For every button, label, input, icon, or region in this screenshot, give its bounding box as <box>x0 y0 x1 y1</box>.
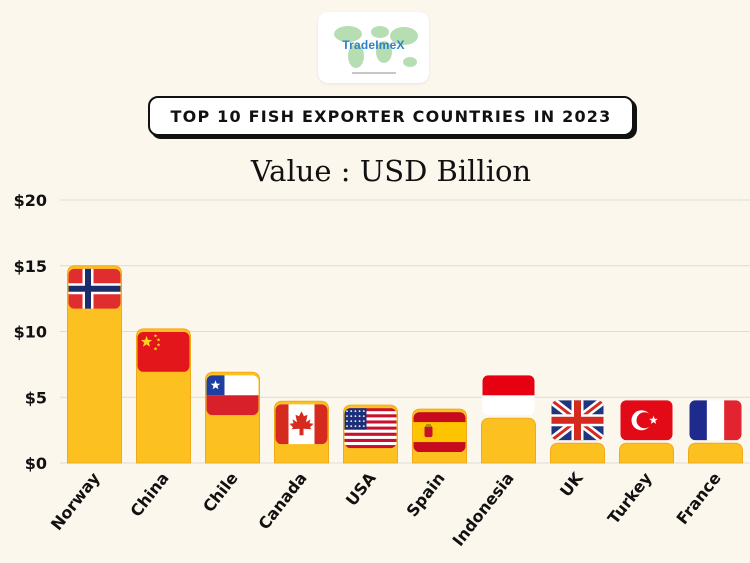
logo-text: TradeImeX <box>342 38 405 52</box>
y-tick-label: $20 <box>14 191 47 210</box>
x-tick-label: Canada <box>254 469 310 533</box>
spain-flag-icon <box>413 412 466 453</box>
turkey-flag-icon <box>620 400 673 441</box>
chart-title-box: TOP 10 FISH EXPORTER COUNTRIES IN 2023 <box>148 96 634 136</box>
bar-group-indonesia <box>481 375 536 464</box>
bar-group-china <box>136 328 191 464</box>
usa-flag-icon <box>344 408 397 449</box>
china-flag-icon <box>137 331 190 372</box>
bar-group-france <box>688 400 743 464</box>
canada-flag-icon <box>275 404 328 445</box>
x-tick-label: China <box>126 469 172 521</box>
bar-group-canada <box>274 400 329 464</box>
x-tick-label: Chile <box>199 469 242 516</box>
chile-flag-icon <box>206 375 259 416</box>
bar-norway <box>67 265 122 464</box>
bar-group-chile <box>205 371 260 464</box>
world-map-icon <box>334 26 418 74</box>
bar-group-norway <box>67 265 122 464</box>
y-tick-label: $15 <box>14 257 47 276</box>
bar-uk <box>550 442 605 464</box>
bar-group-usa <box>343 404 398 464</box>
uk-flag-icon <box>551 400 604 441</box>
tradeimex-logo: TradeImeX <box>318 12 429 83</box>
x-tick-label: Indonesia <box>449 469 518 550</box>
norway-flag-icon <box>68 268 121 309</box>
x-tick-label: USA <box>342 468 380 509</box>
y-tick-label: $10 <box>14 323 47 342</box>
x-tick-label: Turkey <box>604 468 656 527</box>
bar-indonesia <box>481 417 536 464</box>
x-tick-label: France <box>673 469 725 528</box>
bar-group-uk <box>550 400 605 464</box>
bar-turkey <box>619 442 674 464</box>
y-tick-label: $5 <box>25 388 47 407</box>
bar-france <box>688 442 743 464</box>
bar-group-turkey <box>619 400 674 464</box>
x-tick-label: Norway <box>47 468 104 534</box>
x-tick-label: UK <box>556 468 587 500</box>
chart-title: TOP 10 FISH EXPORTER COUNTRIES IN 2023 <box>170 106 612 126</box>
y-tick-label: $0 <box>25 454 47 473</box>
x-tick-label: Spain <box>402 469 448 521</box>
bar-group-spain <box>412 408 467 464</box>
chart-subtitle: Value : USD Billion <box>250 154 532 188</box>
indonesia-flag-icon <box>482 375 535 416</box>
france-flag-icon <box>689 400 742 441</box>
